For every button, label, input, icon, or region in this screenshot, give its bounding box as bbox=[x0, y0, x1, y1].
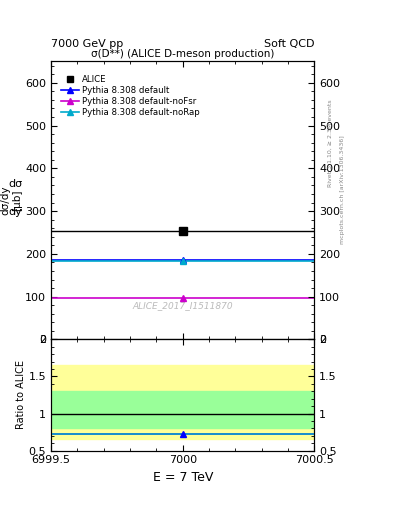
Y-axis label: Ratio to ALICE: Ratio to ALICE bbox=[16, 360, 26, 430]
Legend: ALICE, Pythia 8.308 default, Pythia 8.308 default-noFsr, Pythia 8.308 default-no: ALICE, Pythia 8.308 default, Pythia 8.30… bbox=[58, 71, 203, 121]
Text: Soft QCD: Soft QCD bbox=[264, 38, 314, 49]
Bar bbox=[51, 366, 314, 439]
Text: dy: dy bbox=[9, 207, 22, 218]
Text: dσ: dσ bbox=[9, 179, 23, 189]
Text: ALICE_2017_I1511870: ALICE_2017_I1511870 bbox=[132, 302, 233, 311]
X-axis label: E = 7 TeV: E = 7 TeV bbox=[152, 471, 213, 484]
Text: 7000 GeV pp: 7000 GeV pp bbox=[51, 38, 123, 49]
Text: Rivet 3.1.10, ≥ 2.3M events: Rivet 3.1.10, ≥ 2.3M events bbox=[328, 99, 333, 187]
Bar bbox=[51, 391, 314, 429]
Y-axis label: dσ/dy
[μb]: dσ/dy [μb] bbox=[1, 186, 22, 215]
Title: σ(D**) (ALICE D-meson production): σ(D**) (ALICE D-meson production) bbox=[91, 49, 274, 59]
Text: mcplots.cern.ch [arXiv:1306.3436]: mcplots.cern.ch [arXiv:1306.3436] bbox=[340, 135, 345, 244]
